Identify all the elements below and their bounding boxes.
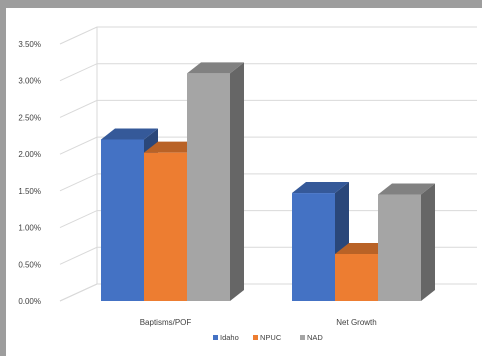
bars xyxy=(101,62,435,301)
y-axis-ticks: 0.00% 0.50% 1.00% 1.50% 2.00% 2.50% 3.00% 3.50% xyxy=(18,40,41,306)
legend-swatch xyxy=(300,335,305,340)
legend-item-npuc: NPUC xyxy=(253,333,282,342)
bar-top-face xyxy=(187,62,244,74)
gridline xyxy=(59,136,477,155)
bar-front-face xyxy=(378,194,421,301)
x-category-label: Baptisms/POF xyxy=(140,318,192,327)
bar-nad-0 xyxy=(187,62,244,301)
legend-item-nad: NAD xyxy=(300,333,323,342)
bar-front-face xyxy=(101,139,144,301)
legend-label: Idaho xyxy=(220,333,239,342)
bar-top-face xyxy=(292,182,349,194)
y-tick-label: 2.00% xyxy=(18,150,41,159)
y-tick-label: 2.50% xyxy=(18,113,41,122)
y-tick-label: 0.00% xyxy=(18,297,41,306)
bar-front-face xyxy=(292,193,335,301)
legend-item-idaho: Idaho xyxy=(213,333,239,342)
legend-swatch xyxy=(213,335,218,340)
legend-label: NPUC xyxy=(260,333,282,342)
gridline xyxy=(59,173,477,192)
bar-front-face xyxy=(144,152,187,301)
bar-top-face xyxy=(101,128,158,140)
bar-top-face xyxy=(335,243,392,255)
legend-swatch xyxy=(253,335,258,340)
bar-nad-1 xyxy=(378,183,435,301)
bar-front-face xyxy=(187,73,230,301)
legend: Idaho NPUC NAD xyxy=(213,333,323,342)
gridline xyxy=(59,99,477,118)
y-tick-label: 3.00% xyxy=(18,77,41,86)
category-labels: Baptisms/POF Net Growth xyxy=(140,318,377,327)
bar-front-face xyxy=(335,254,378,301)
gridline xyxy=(59,26,477,45)
y-tick-label: 1.50% xyxy=(18,187,41,196)
y-tick-label: 3.50% xyxy=(18,40,41,49)
gridline xyxy=(59,210,477,229)
bar-top-face xyxy=(144,141,201,153)
y-tick-label: 1.00% xyxy=(18,224,41,233)
bar-side-face xyxy=(421,183,435,301)
bar-side-face xyxy=(230,62,244,301)
legend-label: NAD xyxy=(307,333,323,342)
gridline xyxy=(59,63,477,82)
y-tick-label: 0.50% xyxy=(18,260,41,269)
bar-top-face xyxy=(378,183,435,195)
x-category-label: Net Growth xyxy=(336,318,376,327)
